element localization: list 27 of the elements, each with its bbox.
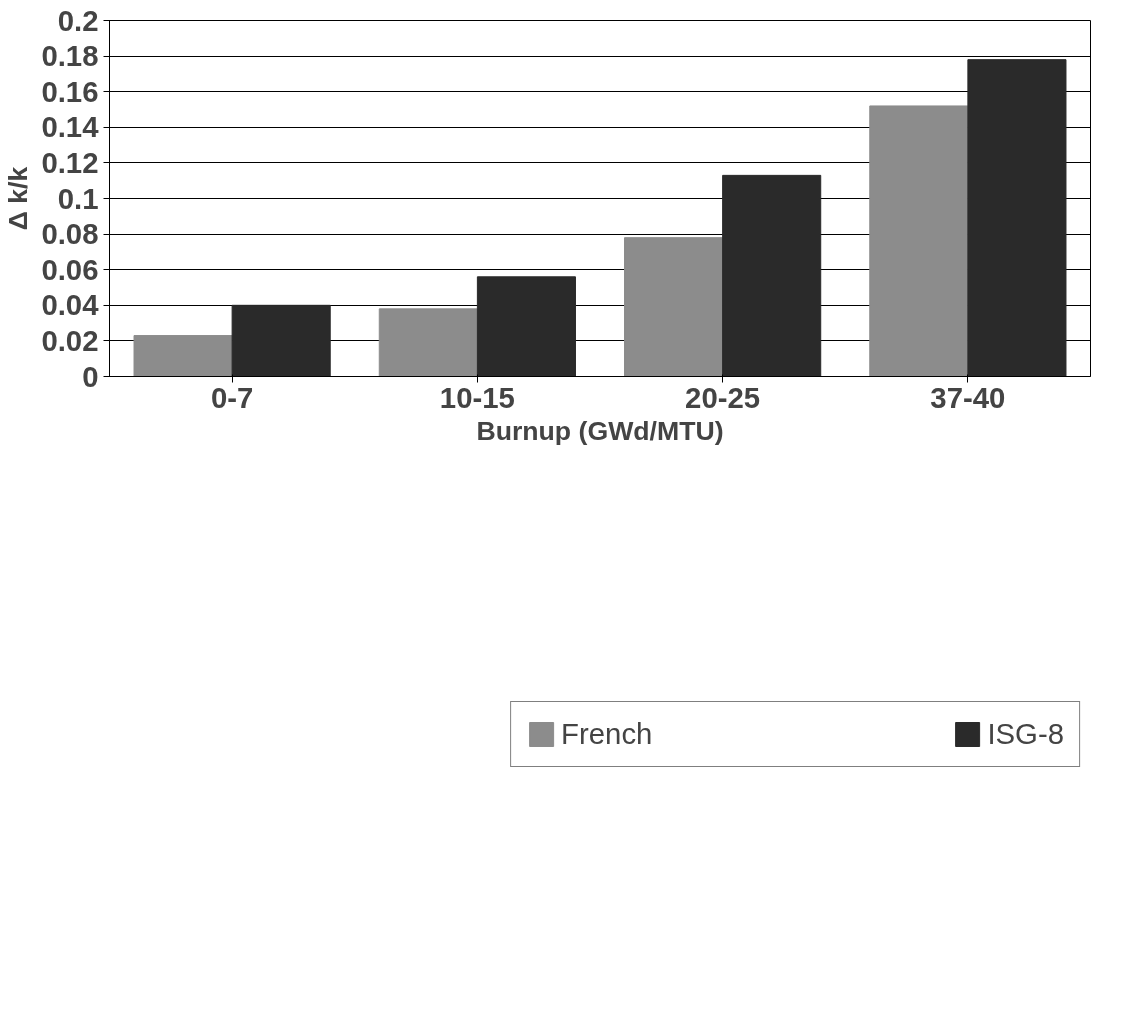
y-tick-label: 0.2 (57, 3, 99, 37)
legend-label: ISG-8 (987, 717, 1064, 751)
bar (133, 335, 233, 377)
legend-label: French (561, 717, 653, 751)
x-tick-label: 10-15 (439, 380, 515, 414)
bar (722, 174, 822, 377)
bar (624, 237, 724, 377)
bar (967, 59, 1067, 377)
y-tick-label: 0.04 (41, 288, 100, 322)
y-axis-title: Δ k/k (3, 166, 34, 231)
x-tick-label: 20-25 (685, 380, 761, 414)
y-tick-label: 0.12 (41, 145, 99, 179)
bar (869, 105, 969, 377)
y-tick-label: 0.08 (41, 217, 99, 251)
x-tick-label: 0-7 (210, 380, 254, 414)
y-tick-label: 0.06 (41, 252, 99, 286)
y-tick-label: 0 (82, 359, 99, 393)
bar (378, 308, 478, 377)
bar (476, 276, 576, 377)
x-tick-label: 37-40 (930, 380, 1006, 414)
y-tick-label: 0.16 (41, 74, 99, 108)
x-axis-title: Burnup (GWd/MTU) (476, 415, 724, 446)
y-tick-label: 0.1 (57, 181, 99, 215)
y-tick-label: 0.18 (41, 39, 99, 73)
bar (231, 304, 331, 377)
y-tick-label: 0.02 (41, 323, 99, 357)
y-tick-label: 0.14 (41, 110, 100, 144)
